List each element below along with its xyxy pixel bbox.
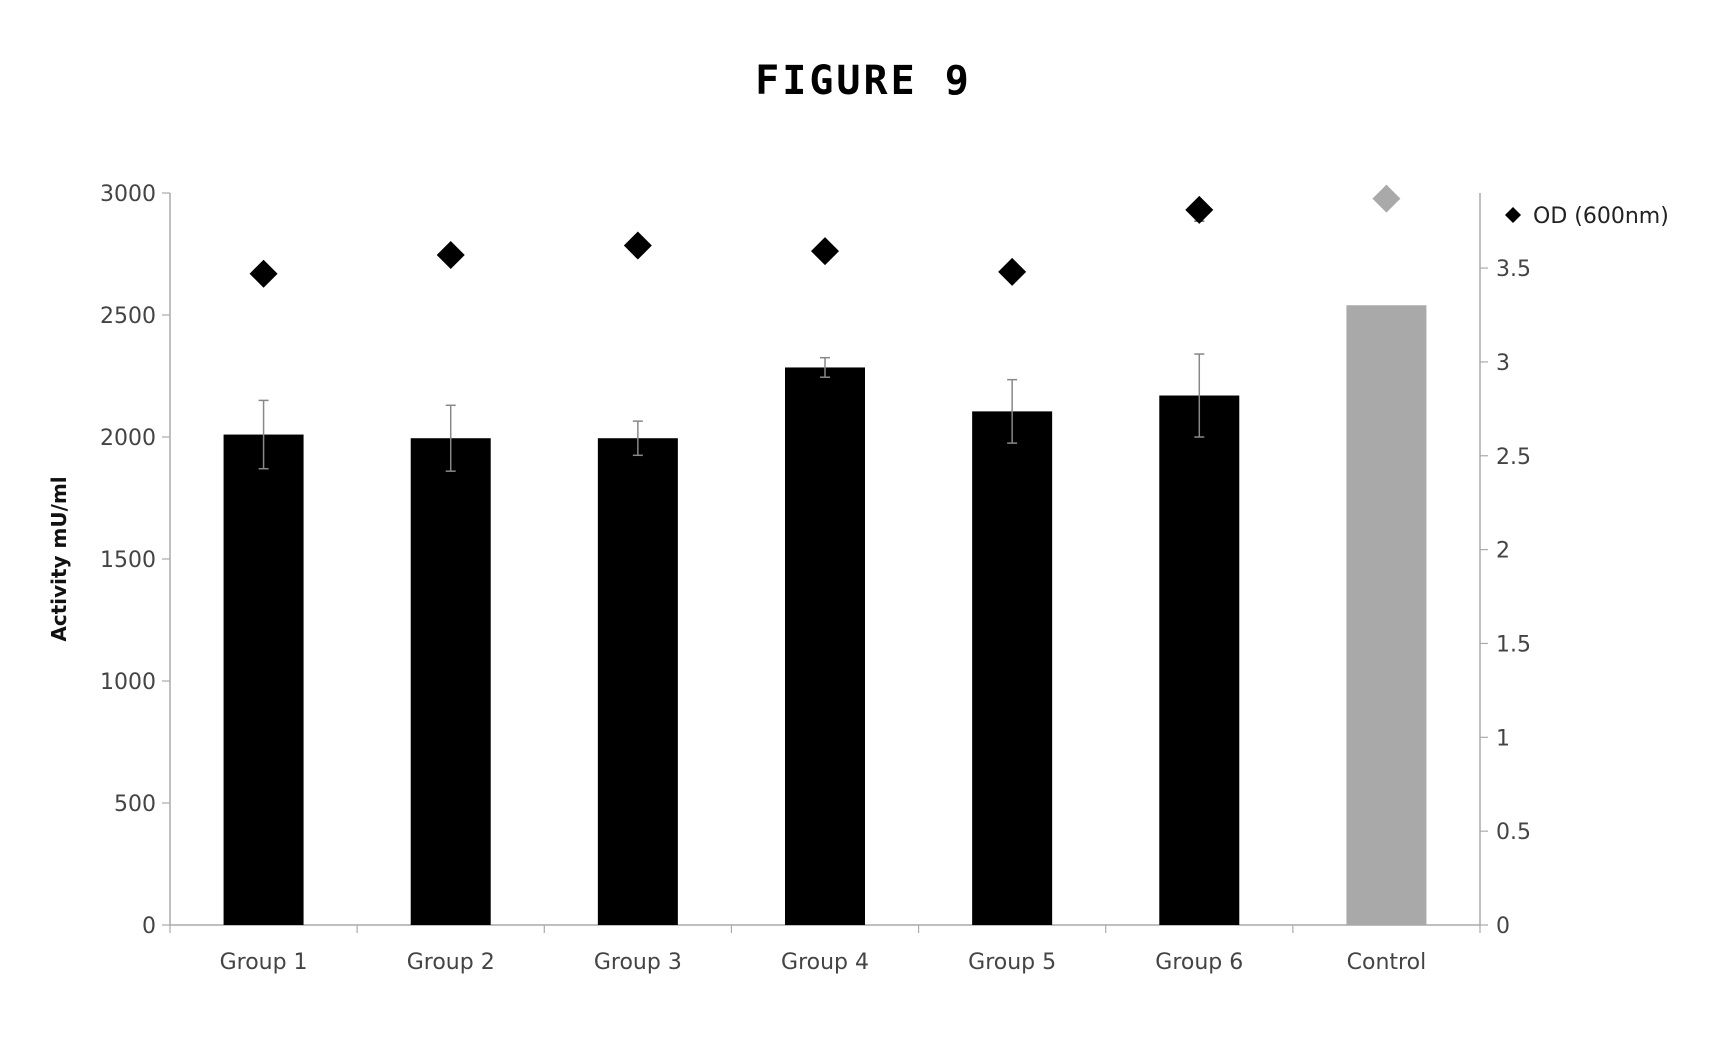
y-tick-label: 1500: [100, 548, 156, 573]
x-axis-categories: Group 1 Group 2 Group 3 Group 4 Group 5 Group…: [220, 950, 1427, 975]
x-category-label: Group 3: [594, 950, 682, 975]
od-marker: [998, 257, 1027, 286]
y2-tick-label: 2.5: [1496, 445, 1531, 470]
od-marker: [436, 240, 465, 269]
y2-axis-ticks: 0 0.5 1 1.5 2 2.5 3 3.5: [1480, 257, 1531, 939]
bar: [1346, 305, 1427, 925]
od-marker: [249, 259, 278, 288]
y-axis-ticks: 0 500 1000 1500 2000 2500 3000: [100, 182, 170, 939]
y2-tick-label: 2: [1496, 539, 1510, 564]
x-category-label: Group 4: [781, 950, 869, 975]
bar: [223, 434, 304, 925]
od-marker: [1185, 195, 1214, 224]
y2-tick-label: 0.5: [1496, 820, 1531, 845]
y2-tick-label: 3: [1496, 351, 1510, 376]
y2-tick-label: 1: [1496, 726, 1510, 751]
x-category-label: Group 1: [220, 950, 308, 975]
figure-title: FIGURE 9: [755, 58, 972, 104]
legend-diamond-icon: [1505, 207, 1521, 223]
od-marker: [623, 231, 652, 260]
od-marker: [1372, 184, 1401, 213]
bar: [410, 438, 491, 925]
x-category-label: Group 2: [407, 950, 495, 975]
x-category-label: Group 5: [968, 950, 1056, 975]
x-category-label: Group 6: [1155, 950, 1243, 975]
y2-tick-label: 0: [1496, 914, 1510, 939]
y2-tick-label: 1.5: [1496, 632, 1531, 657]
od-markers: [249, 184, 1401, 288]
y-tick-label: 1000: [100, 670, 156, 695]
legend: OD (600nm): [1505, 204, 1669, 229]
error-bars: [258, 353, 1205, 472]
y2-tick-label: 3.5: [1496, 257, 1531, 282]
bars: [223, 305, 1427, 926]
y-tick-label: 0: [142, 914, 156, 939]
y-axis-label: Activity mU/ml: [47, 476, 71, 641]
bar: [1159, 395, 1240, 925]
legend-label: OD (600nm): [1533, 204, 1669, 229]
bar: [597, 438, 678, 925]
od-marker: [811, 237, 839, 266]
x-category-label: Control: [1347, 950, 1427, 975]
y-tick-label: 2000: [100, 426, 156, 451]
bar: [785, 367, 865, 926]
y-tick-label: 3000: [100, 182, 156, 207]
y-tick-label: 2500: [100, 304, 156, 329]
bar: [972, 411, 1053, 925]
y-tick-label: 500: [114, 792, 156, 817]
